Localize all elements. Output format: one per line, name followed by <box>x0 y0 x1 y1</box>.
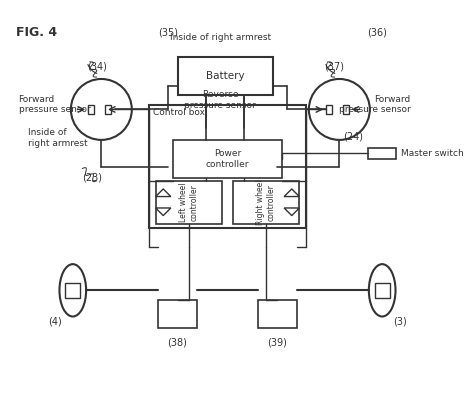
Bar <box>155 181 222 224</box>
Text: Inside of
right armrest: Inside of right armrest <box>28 128 88 148</box>
Bar <box>343 105 349 114</box>
Circle shape <box>71 79 132 140</box>
Text: (36): (36) <box>367 27 387 37</box>
Text: Battery: Battery <box>206 71 245 81</box>
Bar <box>326 105 332 114</box>
Bar <box>149 105 306 228</box>
Text: (39): (39) <box>267 338 287 348</box>
Text: Reverse
pressure sensor: Reverse pressure sensor <box>184 90 256 110</box>
Text: (23): (23) <box>82 173 102 183</box>
Bar <box>65 283 81 298</box>
Bar <box>374 283 390 298</box>
Ellipse shape <box>369 264 395 316</box>
Bar <box>105 105 111 114</box>
Ellipse shape <box>59 264 86 316</box>
Text: Power
controller: Power controller <box>206 149 249 169</box>
Bar <box>258 300 297 328</box>
Text: Forward
pressure sensor: Forward pressure sensor <box>339 95 411 115</box>
Text: (34): (34) <box>87 61 107 71</box>
Text: (3): (3) <box>393 316 407 326</box>
Text: (37): (37) <box>325 61 345 71</box>
Text: (38): (38) <box>168 338 187 348</box>
Bar <box>173 140 282 178</box>
Bar <box>233 181 300 224</box>
Text: FIG. 4: FIG. 4 <box>16 26 57 39</box>
Text: Right wheel
controller: Right wheel controller <box>256 179 276 225</box>
Text: Master switch: Master switch <box>401 149 464 158</box>
Bar <box>88 105 94 114</box>
Bar <box>158 300 197 328</box>
Text: (24): (24) <box>344 132 364 142</box>
Text: (4): (4) <box>48 316 62 326</box>
Text: Inside of right armrest: Inside of right armrest <box>170 33 271 42</box>
Text: (35): (35) <box>158 27 178 37</box>
Bar <box>368 147 396 159</box>
Text: Control box: Control box <box>153 109 205 117</box>
Bar <box>177 57 273 95</box>
Circle shape <box>309 79 370 140</box>
Text: Forward
pressure sensor: Forward pressure sensor <box>18 95 90 115</box>
Text: Left wheel
controller: Left wheel controller <box>179 182 199 222</box>
